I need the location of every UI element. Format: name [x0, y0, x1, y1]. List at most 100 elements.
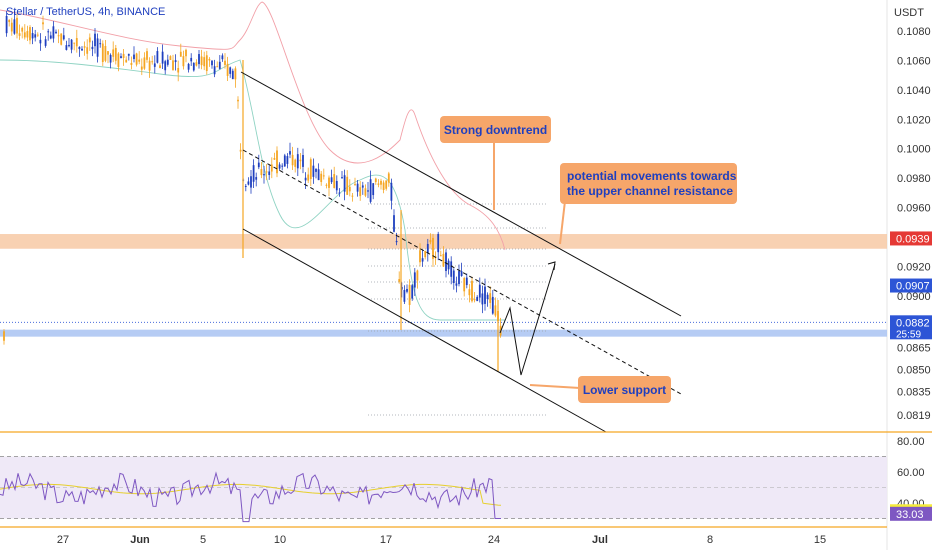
candle-body [341, 177, 343, 179]
candle-body [372, 183, 375, 196]
candle-body [52, 26, 55, 39]
candle-body [156, 51, 159, 63]
candle-body [424, 250, 427, 258]
candle-body [265, 171, 268, 173]
candle-body [263, 174, 265, 176]
rsi-line [0, 471, 501, 523]
candle-body [169, 56, 172, 60]
candle-body [127, 53, 130, 56]
candle-body [94, 33, 96, 47]
candle-body [364, 188, 367, 196]
candle-body [159, 65, 161, 68]
candle-body [395, 240, 398, 243]
annotation-box [560, 163, 737, 204]
candle-body [231, 70, 234, 80]
candle-body [120, 56, 122, 59]
candle-body [429, 240, 432, 243]
candle-body [143, 57, 146, 69]
candle-body [380, 180, 382, 185]
candle-body [234, 68, 237, 80]
candle-body [338, 192, 341, 194]
candle-body [484, 286, 486, 304]
candle-body [346, 176, 349, 195]
candle-body [387, 173, 390, 183]
candle-body [174, 60, 177, 63]
candle-body [130, 62, 133, 65]
resistance-band [0, 234, 887, 249]
candle-body [13, 19, 16, 34]
candle-body [390, 182, 393, 201]
time-tick-label: 24 [488, 534, 500, 546]
candle-body [359, 187, 362, 197]
candle-body [44, 39, 47, 46]
candle-body [333, 174, 336, 188]
time-tick-label: 10 [274, 534, 286, 546]
candle-body [47, 31, 50, 33]
candle-body [460, 271, 463, 276]
candle-body [161, 51, 164, 64]
symbol-title: Stellar / TetherUS, 4h, BINANCE [6, 6, 166, 18]
candle-body [190, 57, 193, 62]
candle-body [34, 34, 37, 38]
candle-body [322, 175, 325, 177]
candle-body [439, 255, 442, 257]
candle-body [26, 31, 29, 38]
candle-body [255, 177, 258, 180]
candle-body [192, 62, 195, 71]
candle-body [200, 56, 203, 66]
candle-body [481, 293, 484, 305]
candle-body [421, 258, 424, 262]
candle-body [99, 43, 102, 45]
bollinger-upper [0, 1, 506, 251]
candle-body [60, 33, 63, 45]
candle-body [153, 63, 156, 67]
candle-body [476, 296, 479, 302]
candle-body [55, 31, 57, 34]
price-tick-label: 0.1060 [897, 55, 931, 67]
candle-body [182, 56, 185, 67]
price-tick-label: 0.0850 [897, 364, 931, 376]
candle-body [411, 285, 414, 299]
annotation-upper-line-2: the upper channel resistance [567, 184, 733, 198]
candle-body [328, 177, 330, 188]
candle-body [198, 54, 200, 65]
candle-body [276, 150, 278, 174]
candle-body [304, 177, 307, 181]
candle-body [296, 154, 299, 169]
price-tick-label: 0.0819 [897, 410, 931, 422]
candle-body [299, 159, 302, 162]
candle-body [104, 45, 107, 61]
candle-body [86, 47, 89, 54]
candle-body [447, 260, 450, 270]
candle-body [224, 60, 226, 65]
candle-body [348, 186, 351, 192]
candle-body [133, 54, 135, 59]
candle-body [286, 156, 289, 164]
candle-body [177, 67, 180, 73]
candle-body [166, 59, 169, 65]
candle-body [195, 62, 198, 66]
candle-body [237, 99, 239, 102]
candle-body [148, 60, 151, 71]
rsi-marker-label: 33.03 [896, 509, 924, 521]
candle-body [351, 195, 354, 197]
candle-body [250, 176, 252, 188]
candle-body [10, 22, 13, 32]
candle-body [218, 61, 221, 69]
time-tick-label: 15 [814, 534, 826, 546]
candle-body [419, 250, 421, 263]
candle-body [31, 33, 34, 39]
candle-body [185, 49, 187, 57]
candle-body [343, 175, 346, 192]
candle-body [281, 165, 284, 167]
candle-body [244, 185, 247, 187]
candle-body [369, 179, 372, 202]
candle-body [260, 169, 263, 176]
candle-body [109, 54, 112, 63]
channel-lower [242, 228, 607, 433]
time-tick-label: 5 [200, 534, 206, 546]
candle-body [213, 66, 216, 75]
candle-body [382, 182, 385, 190]
